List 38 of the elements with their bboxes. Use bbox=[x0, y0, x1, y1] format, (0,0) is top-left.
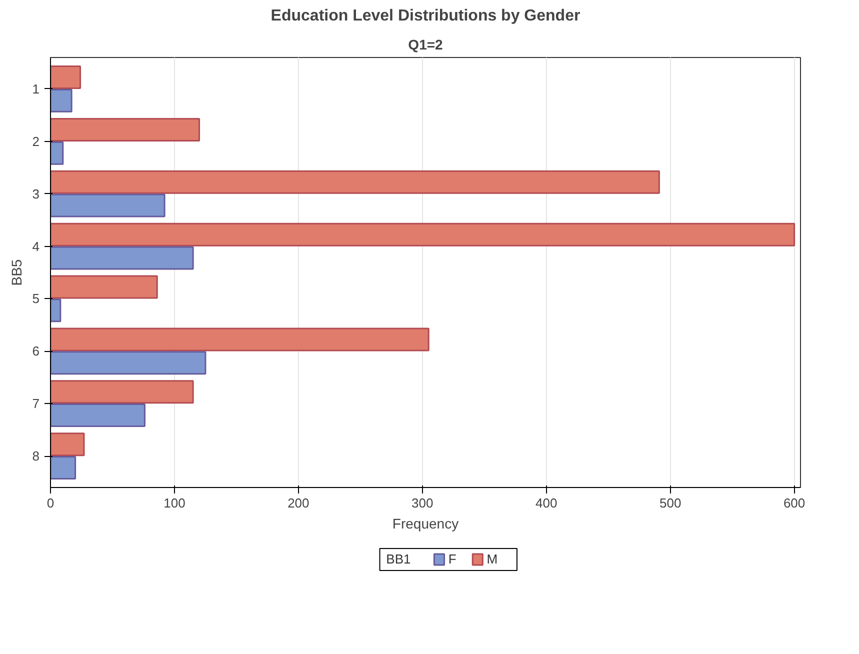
legend-label: M bbox=[486, 552, 498, 566]
y-tick-label: 8 bbox=[32, 448, 40, 464]
chart-title: Education Level Distributions by Gender bbox=[270, 8, 580, 24]
bar bbox=[50, 88, 72, 112]
bar bbox=[50, 328, 430, 352]
bar bbox=[50, 456, 76, 480]
y-tick-label: 4 bbox=[32, 238, 40, 254]
bar bbox=[50, 66, 81, 90]
x-tick-label: 0 bbox=[46, 496, 54, 510]
y-axis-title: BB5 bbox=[8, 259, 24, 286]
bar bbox=[50, 141, 64, 165]
x-axis-title: Frequency bbox=[392, 516, 459, 532]
bar bbox=[50, 118, 200, 142]
x-tick-label: 100 bbox=[164, 496, 186, 510]
x-tick-label: 600 bbox=[783, 496, 806, 510]
y-tick-label: 5 bbox=[32, 291, 40, 306]
bar bbox=[50, 170, 660, 194]
y-tick-label: 2 bbox=[32, 134, 40, 149]
bar bbox=[50, 194, 166, 218]
legend-title: BB1 bbox=[386, 552, 411, 566]
bar bbox=[50, 222, 796, 246]
bar bbox=[50, 432, 85, 456]
x-tick-label: 200 bbox=[288, 496, 310, 510]
chart-subtitle: Q1=2 bbox=[408, 36, 444, 52]
y-tick-label: 6 bbox=[32, 344, 40, 359]
bar bbox=[50, 404, 146, 428]
y-tick-label: 1 bbox=[32, 81, 40, 96]
x-tick-label: 300 bbox=[412, 496, 434, 510]
y-tick-label: 7 bbox=[32, 396, 40, 412]
bar bbox=[50, 246, 194, 270]
y-tick-label: 3 bbox=[32, 186, 40, 202]
x-tick-label: 500 bbox=[659, 496, 682, 510]
bar bbox=[50, 351, 206, 375]
bar bbox=[50, 275, 158, 299]
legend-label: F bbox=[448, 552, 456, 566]
bar bbox=[50, 380, 194, 404]
x-tick-label: 400 bbox=[536, 496, 558, 510]
bar bbox=[50, 298, 62, 322]
